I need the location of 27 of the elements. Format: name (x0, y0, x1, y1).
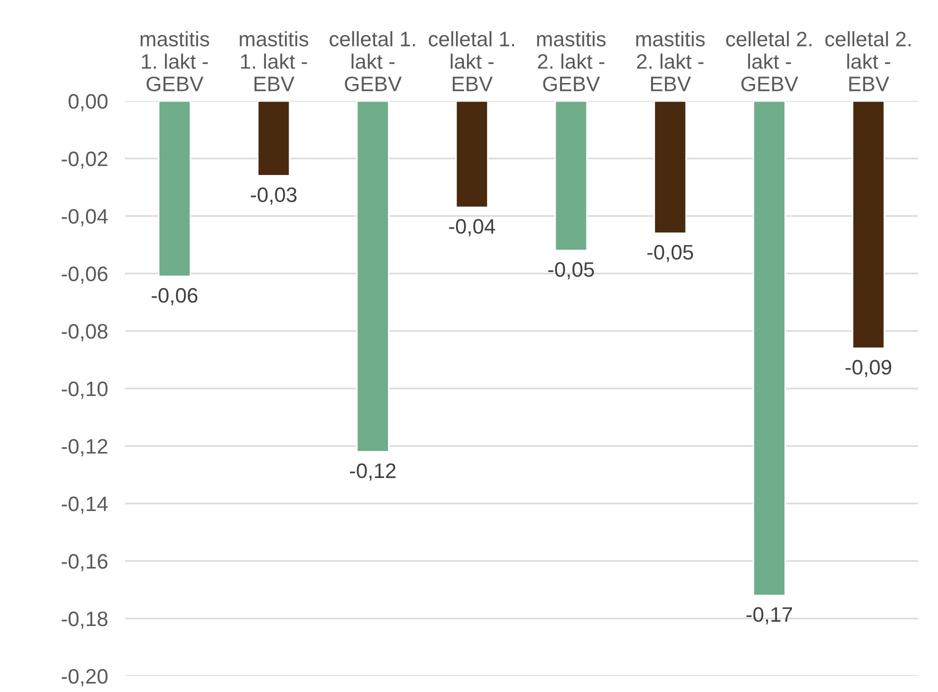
y-tick-label: -0,20 (62, 669, 108, 686)
y-tick-label: -0,04 (62, 209, 108, 226)
data-label: -0,06 (152, 288, 198, 306)
data-label: -0,12 (350, 463, 396, 481)
y-tick-label: -0,16 (62, 554, 108, 572)
x-tick-label: celletal 1. lakt - GEBV (330, 31, 415, 92)
x-tick-label: mastitis 2. lakt - EBV (636, 31, 705, 92)
y-tick-label: -0,14 (62, 496, 108, 514)
data-label: -0,17 (746, 607, 792, 624)
x-tick-label: celletal 1. lakt - EBV (428, 31, 514, 92)
data-label: -0,03 (250, 187, 297, 205)
y-tick-label: 0,00 (68, 94, 108, 112)
y-tick-label: -0,10 (62, 382, 108, 399)
y-tick-label: -0,12 (62, 439, 108, 456)
data-label: -0,09 (846, 360, 892, 378)
x-tick-label: mastitis 2. lakt - GEBV (537, 31, 606, 92)
y-tick-label: -0,08 (62, 324, 108, 342)
data-label: -0,05 (548, 262, 594, 280)
y-tick-label: -0,02 (62, 152, 108, 169)
x-tick-label: celletal 2. lakt - GEBV (726, 31, 812, 92)
data-label: -0,05 (647, 244, 694, 262)
data-label: -0,04 (449, 219, 496, 236)
x-tick-label: celletal 2. lakt - EBV (825, 31, 911, 92)
x-tick-label: mastitis 1. lakt - EBV (240, 31, 308, 92)
y-tick-label: -0,06 (62, 266, 108, 284)
x-tick-label: mastitis 1. lakt - GEBV (140, 31, 210, 92)
y-tick-label: -0,18 (62, 612, 108, 629)
